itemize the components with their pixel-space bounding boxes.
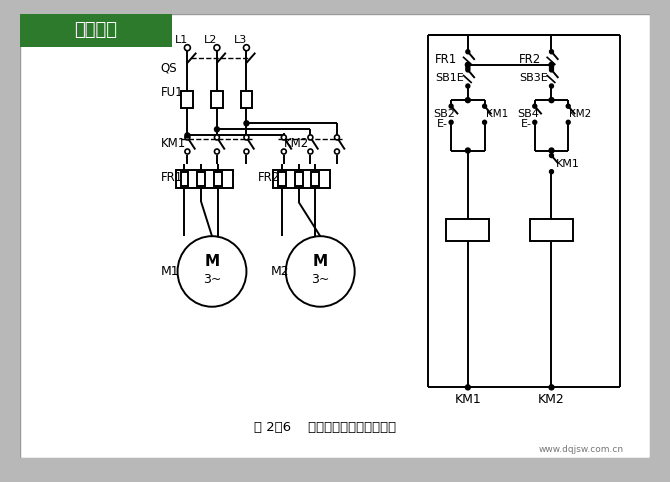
Text: FU1: FU1 [161, 86, 184, 98]
Circle shape [308, 149, 313, 154]
Circle shape [214, 45, 220, 51]
Bar [19, 13, 172, 47]
Circle shape [185, 149, 190, 154]
Circle shape [533, 120, 537, 124]
Bar [176, 170, 232, 188]
Text: E-: E- [521, 120, 532, 129]
Circle shape [214, 127, 219, 132]
Text: KM2: KM2 [284, 137, 309, 150]
Circle shape [466, 148, 470, 153]
Bar [530, 219, 573, 241]
Circle shape [549, 84, 553, 88]
Text: KM1: KM1 [486, 109, 508, 119]
Circle shape [549, 170, 553, 174]
Text: 3~: 3~ [203, 273, 221, 286]
Circle shape [281, 149, 286, 154]
Circle shape [281, 135, 286, 140]
Text: 3~: 3~ [311, 273, 330, 286]
Text: FR2: FR2 [519, 54, 541, 67]
Circle shape [466, 385, 470, 390]
Circle shape [549, 154, 553, 158]
Circle shape [449, 120, 453, 124]
Circle shape [334, 149, 340, 154]
Circle shape [549, 148, 554, 153]
Circle shape [549, 62, 554, 67]
Text: L3: L3 [234, 35, 247, 45]
Circle shape [214, 149, 219, 154]
Text: QS: QS [161, 61, 178, 74]
Circle shape [466, 66, 470, 70]
Text: KM1: KM1 [454, 393, 481, 406]
Circle shape [466, 50, 470, 54]
Text: KM1: KM1 [161, 137, 186, 150]
Circle shape [482, 104, 486, 108]
Bar [241, 91, 253, 108]
Circle shape [243, 45, 249, 51]
Circle shape [549, 68, 553, 72]
Circle shape [466, 97, 470, 103]
Circle shape [549, 385, 554, 390]
Bar [273, 170, 330, 188]
Circle shape [178, 236, 247, 307]
Circle shape [549, 97, 554, 103]
Text: 基库电气: 基库电气 [74, 21, 117, 39]
Circle shape [334, 135, 340, 140]
Circle shape [549, 50, 553, 54]
Circle shape [466, 62, 470, 67]
Text: SB3E: SB3E [519, 73, 548, 83]
Circle shape [286, 236, 354, 307]
Text: KM2: KM2 [570, 109, 592, 119]
Text: M: M [204, 254, 220, 269]
Text: www.dqjsw.com.cn: www.dqjsw.com.cn [539, 445, 624, 455]
Circle shape [244, 149, 249, 154]
Text: KM2: KM2 [538, 393, 565, 406]
Text: FR1: FR1 [161, 171, 183, 184]
Circle shape [214, 135, 219, 140]
Text: M1: M1 [161, 265, 180, 278]
Bar [180, 172, 188, 186]
Text: FR1: FR1 [436, 54, 458, 67]
Bar [214, 172, 222, 186]
Bar [211, 91, 223, 108]
Circle shape [566, 104, 570, 108]
Text: FR2: FR2 [258, 171, 281, 184]
Circle shape [466, 68, 470, 72]
Circle shape [244, 135, 249, 140]
Circle shape [185, 133, 190, 138]
Text: L2: L2 [204, 35, 218, 45]
Text: SB1E: SB1E [436, 73, 464, 83]
Circle shape [533, 104, 537, 108]
Text: M2: M2 [271, 265, 289, 278]
Circle shape [185, 135, 190, 140]
Text: KM1: KM1 [555, 159, 580, 169]
Text: L1: L1 [175, 35, 188, 45]
Circle shape [244, 121, 249, 126]
Bar [197, 172, 205, 186]
Text: 图 2－6    按顺序工作时的控制线路: 图 2－6 按顺序工作时的控制线路 [254, 421, 396, 434]
Circle shape [566, 120, 570, 124]
Circle shape [466, 84, 470, 88]
Text: SB2: SB2 [433, 109, 456, 119]
Bar [182, 91, 193, 108]
Circle shape [449, 104, 453, 108]
Circle shape [184, 45, 190, 51]
Bar [278, 172, 286, 186]
Bar [312, 172, 319, 186]
Bar [295, 172, 303, 186]
Circle shape [549, 66, 553, 70]
Circle shape [482, 120, 486, 124]
Circle shape [308, 135, 313, 140]
Text: E-: E- [438, 120, 448, 129]
Text: SB4: SB4 [517, 109, 539, 119]
Text: M: M [313, 254, 328, 269]
Bar [446, 219, 490, 241]
